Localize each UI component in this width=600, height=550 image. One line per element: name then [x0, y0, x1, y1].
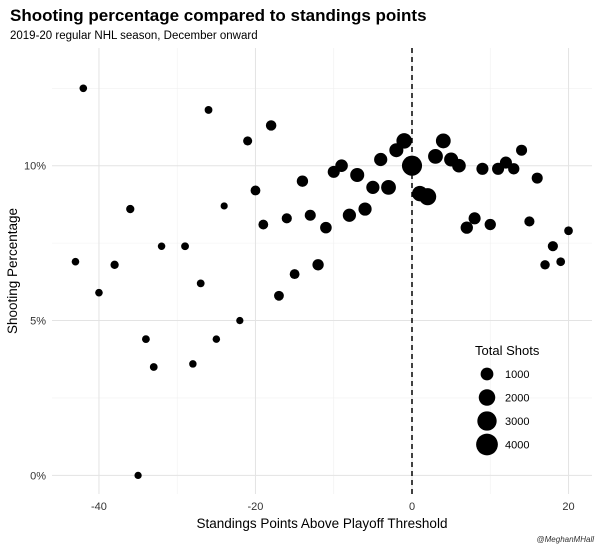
data-points [71, 84, 573, 480]
data-point [204, 106, 213, 114]
data-point [236, 316, 244, 325]
data-point [220, 202, 228, 210]
data-point [396, 133, 412, 149]
data-point [142, 335, 150, 344]
data-point [460, 221, 473, 234]
y-tick-label: 10% [24, 161, 46, 173]
data-point [110, 260, 119, 269]
data-point [265, 120, 277, 131]
x-tick-label: 0 [409, 501, 415, 513]
data-point [312, 259, 324, 271]
x-tick-label: -40 [91, 501, 107, 513]
chart-title: Shooting percentage compared to standing… [10, 6, 427, 25]
data-point [452, 158, 466, 173]
data-point [157, 242, 166, 250]
data-point [484, 218, 496, 231]
data-point [524, 216, 535, 227]
data-point [126, 204, 135, 214]
y-tick-label: 5% [30, 316, 46, 328]
x-tick-label: -20 [248, 501, 264, 513]
y-tick-label: 0% [30, 470, 46, 482]
data-point [335, 159, 348, 172]
legend-label: 1000 [505, 369, 529, 381]
data-point [358, 202, 372, 216]
chart-subtitle: 2019-20 regular NHL season, December onw… [10, 30, 258, 42]
data-point [134, 471, 142, 480]
data-point [289, 269, 300, 280]
x-axis-ticks: -40 -20 0 20 [91, 501, 575, 513]
data-point [274, 290, 284, 301]
legend-title: Total Shots [475, 343, 540, 358]
data-point [281, 213, 292, 224]
data-point [342, 208, 357, 222]
grid-lines [52, 48, 592, 494]
y-axis-ticks: 0% 5% 10% [24, 161, 46, 483]
data-point [540, 260, 550, 270]
legend: Total Shots 1000 2000 3000 4000 [475, 343, 540, 456]
credit-text: @MeghanMHall [536, 535, 594, 544]
data-point [435, 133, 451, 149]
legend-label: 3000 [505, 416, 529, 428]
data-point [181, 242, 189, 251]
data-point [350, 167, 365, 183]
data-point [71, 257, 80, 266]
data-point [212, 335, 221, 343]
data-point [531, 172, 543, 184]
legend-key [476, 433, 498, 456]
data-point [243, 136, 253, 146]
data-point [468, 212, 481, 225]
y-axis-title: Shooting Percentage [5, 208, 20, 334]
data-point [79, 84, 88, 93]
data-point [149, 363, 158, 371]
x-tick-label: 20 [562, 501, 574, 513]
legend-key [478, 389, 496, 406]
data-point [556, 257, 566, 267]
data-point [320, 221, 332, 234]
data-point [189, 360, 197, 368]
data-point [250, 185, 261, 196]
data-point [258, 219, 269, 230]
data-point [547, 241, 558, 252]
data-point [296, 175, 309, 187]
data-point [196, 279, 205, 288]
data-point [428, 149, 443, 164]
data-point [366, 180, 380, 194]
legend-label: 4000 [505, 440, 529, 452]
data-point [499, 156, 512, 169]
data-point [95, 288, 103, 297]
data-point [476, 162, 489, 175]
x-axis-title: Standings Points Above Playoff Threshold [197, 516, 448, 531]
data-point [516, 144, 528, 156]
data-point [508, 163, 520, 175]
data-point [374, 152, 388, 167]
data-point [304, 209, 316, 221]
data-point [381, 179, 396, 195]
data-point [564, 226, 573, 236]
legend-label: 2000 [505, 393, 529, 405]
data-point [419, 188, 437, 206]
legend-key [477, 411, 497, 431]
legend-key [480, 367, 494, 381]
data-point [401, 155, 423, 176]
